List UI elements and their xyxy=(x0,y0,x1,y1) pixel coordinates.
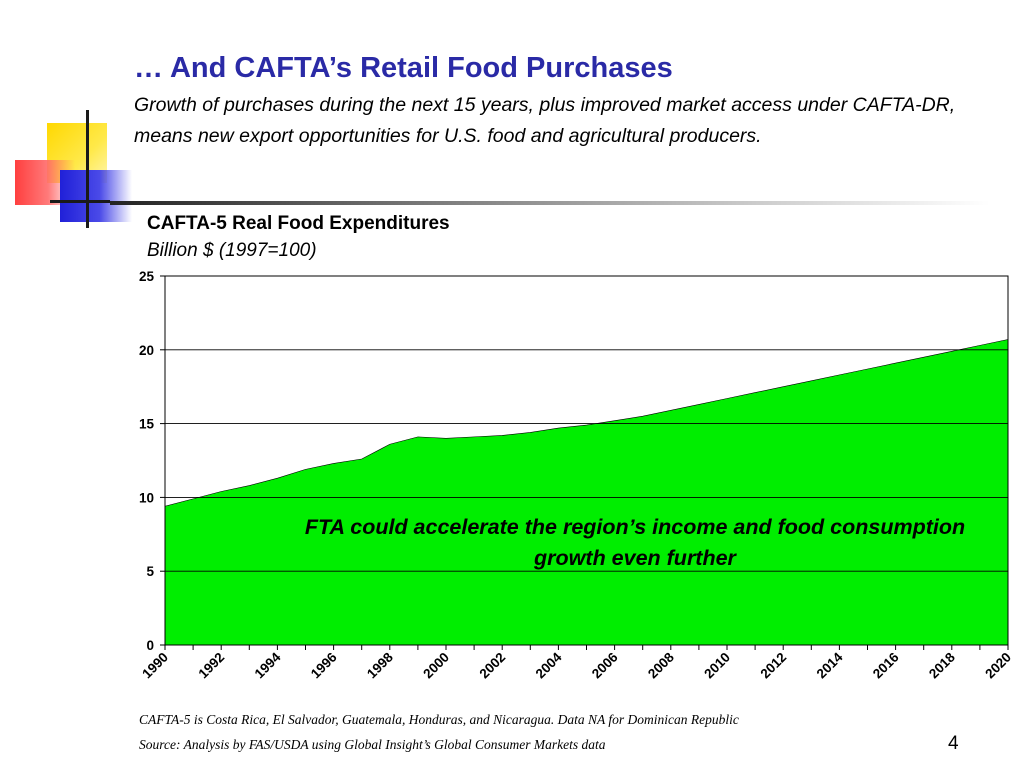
chart-annotation: FTA could accelerate the region’s income… xyxy=(304,515,966,570)
y-tick-label-20: 20 xyxy=(139,343,154,358)
y-tick-label-15: 15 xyxy=(139,417,155,432)
page-title: … And CAFTA’s Retail Food Purchases xyxy=(134,52,673,84)
x-tick-label-1994: 1994 xyxy=(252,649,284,681)
page-number: 4 xyxy=(948,733,959,754)
x-tick-label-2000: 2000 xyxy=(420,650,452,682)
x-tick-label-2006: 2006 xyxy=(589,649,621,681)
x-tick-label-1996: 1996 xyxy=(308,649,340,681)
chart-y-unit-label: Billion $ (1997=100) xyxy=(147,240,317,261)
x-tick-label-2004: 2004 xyxy=(533,649,565,681)
y-tick-label-25: 25 xyxy=(139,269,155,284)
x-tick-label-2020: 2020 xyxy=(982,650,1014,682)
title-divider xyxy=(110,201,990,205)
decor-blue-square xyxy=(60,170,132,222)
footnote-countries: CAFTA-5 is Costa Rica, El Salvador, Guat… xyxy=(139,712,739,727)
x-tick-label-2010: 2010 xyxy=(701,650,733,682)
y-tick-label-0: 0 xyxy=(146,638,154,653)
chart-title: CAFTA-5 Real Food Expenditures xyxy=(147,213,450,234)
x-tick-label-2002: 2002 xyxy=(476,650,508,682)
decor-vertical-line xyxy=(86,110,89,228)
x-tick-label-1998: 1998 xyxy=(364,649,396,681)
x-tick-label-2008: 2008 xyxy=(645,649,677,681)
x-tick-label-1992: 1992 xyxy=(195,650,227,682)
y-tick-label-10: 10 xyxy=(139,490,154,505)
x-tick-label-2016: 2016 xyxy=(870,649,902,681)
page-subtitle: Growth of purchases during the next 15 y… xyxy=(134,94,956,147)
y-tick-label-5: 5 xyxy=(146,564,154,579)
x-tick-label-2018: 2018 xyxy=(926,649,958,681)
footnote-source: Source: Analysis by FAS/USDA using Globa… xyxy=(139,737,606,752)
x-tick-label-2014: 2014 xyxy=(814,649,846,681)
x-tick-label-2012: 2012 xyxy=(757,650,789,682)
area-series-food-expenditures xyxy=(164,339,1009,646)
x-tick-label-1990: 1990 xyxy=(139,650,171,682)
decor-horizontal-line xyxy=(50,200,110,203)
